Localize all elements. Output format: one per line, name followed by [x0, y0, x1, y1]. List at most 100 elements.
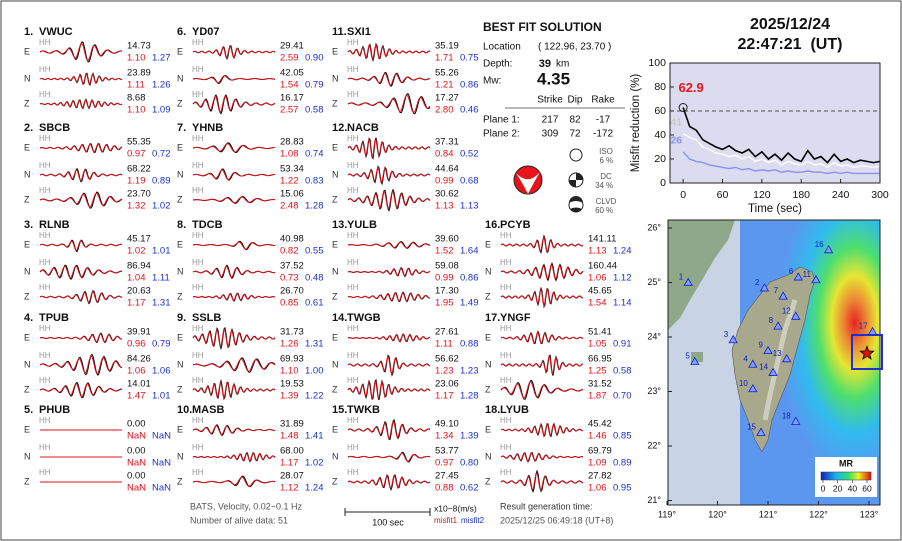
amplitude: 31.52 — [588, 379, 612, 390]
channel: HH — [39, 231, 51, 240]
misfit1: 1.39 — [280, 391, 299, 402]
station-label: 10 — [739, 379, 748, 388]
misfit1: 1.19 — [127, 176, 146, 187]
misfit1: NaN — [127, 431, 146, 442]
waveform-synthetic — [500, 381, 584, 399]
misfit2: 1.31 — [305, 339, 324, 350]
misfit1: NaN — [127, 458, 146, 469]
start-marker — [678, 103, 688, 113]
amplitude: 59.08 — [435, 261, 459, 272]
channel: HH — [192, 416, 204, 425]
waveform-synthetic — [500, 422, 584, 437]
misfit1: 0.82 — [280, 246, 299, 257]
event-date: 2025/12/24 — [750, 16, 830, 33]
waveform-synthetic — [39, 143, 123, 153]
annotation: 26 — [670, 135, 682, 147]
misfit1: 1.10 — [127, 105, 146, 116]
waveform-synthetic — [347, 355, 431, 375]
station: 17. YNGF E HH 51.411.05 0.91 N HH 66.951.25 0.58 Z… — [485, 312, 632, 402]
component: E — [24, 424, 30, 434]
misfit2: 1.26 — [152, 80, 171, 91]
misfit1: 1.87 — [588, 391, 607, 402]
lat-label: 25° — [647, 277, 661, 287]
station-marker — [811, 274, 821, 284]
station-number: 7. — [177, 122, 186, 134]
amplitude: 23.70 — [127, 189, 151, 200]
channel: HH — [500, 283, 512, 292]
misfit2: NaN — [152, 431, 171, 442]
component-value: 34 — [595, 181, 604, 190]
x-tick-label: 120 — [753, 189, 771, 201]
station-name: YD07 — [192, 26, 220, 38]
misfit1: 0.99 — [435, 273, 454, 284]
channel: HH — [39, 38, 51, 47]
waveform-synthetic — [347, 94, 431, 114]
misfit1: 1.06 — [588, 273, 607, 284]
station-marker — [763, 345, 773, 355]
depth-label: Depth: — [483, 59, 512, 70]
component: E — [485, 239, 491, 249]
station-number: 10. — [177, 404, 192, 416]
plane-value: 82 — [569, 115, 581, 126]
component: E — [177, 142, 183, 152]
waveform-synthetic — [347, 333, 431, 343]
waveform-synthetic — [347, 380, 431, 401]
amplitude: 68.00 — [280, 446, 304, 457]
mountain-range — [762, 299, 798, 421]
channel: HH — [192, 186, 204, 195]
component: N — [24, 359, 31, 369]
amplitude: 0.00 — [127, 419, 146, 430]
channel: HH — [39, 351, 51, 360]
component: N — [332, 451, 339, 461]
misfit2: 0.75 — [460, 53, 479, 64]
annotation: 41 — [670, 117, 682, 129]
amplitude: 31.73 — [280, 327, 304, 338]
station-name: SXI1 — [347, 26, 371, 38]
waveform-synthetic — [39, 192, 123, 208]
table-header: Rake — [591, 95, 615, 106]
misfit2: 0.58 — [305, 105, 324, 116]
misfit1: 1.11 — [127, 80, 145, 91]
channel: HH — [39, 186, 51, 195]
component: N — [332, 266, 339, 276]
station-number: 5. — [24, 404, 33, 416]
station: 14. TWGB E HH 27.611.11 0.88 N HH 56.621.23 1.23 Z… — [332, 312, 479, 402]
station-number: 8. — [177, 219, 186, 231]
colorbar-label: 0 — [821, 483, 826, 493]
result-time: 2025/12/25 06:49:18 (UT+8) — [500, 515, 613, 525]
component: N — [332, 359, 339, 369]
x-axis-label: Time (sec) — [748, 203, 802, 215]
waveform-synthetic — [347, 137, 431, 159]
misfit1: 0.88 — [435, 483, 454, 494]
component-unit: % — [606, 206, 613, 215]
misfit2: 1.01 — [152, 391, 171, 402]
misfit2: 1.31 — [152, 298, 171, 309]
channel: HH — [39, 468, 51, 477]
station-label: 14 — [759, 363, 768, 372]
station-label: 9 — [759, 341, 764, 350]
amplitude: 16.17 — [280, 93, 304, 104]
lon-label: 119° — [658, 509, 676, 519]
amplitude: 37.52 — [280, 261, 304, 272]
component: Z — [332, 194, 338, 204]
station-name: YULB — [347, 219, 377, 231]
component: Z — [485, 291, 491, 301]
station-number: 3. — [24, 219, 33, 231]
station-name: PCYB — [500, 219, 531, 231]
waveform-synthetic — [500, 354, 584, 374]
station-number: 11. — [332, 26, 347, 38]
channel: HH — [192, 443, 204, 452]
misfit2: 1.14 — [613, 298, 632, 309]
misfit2: 1.09 — [152, 105, 171, 116]
misfit1: NaN — [127, 483, 146, 494]
misfit2: 0.61 — [305, 298, 324, 309]
station-label: 18 — [782, 412, 791, 421]
alive-count: Number of alive data: 51 — [190, 515, 288, 525]
mainland — [668, 220, 735, 330]
misfit2: 0.72 — [152, 149, 171, 160]
station-label: 5 — [685, 352, 690, 361]
station-name: TWGB — [347, 312, 381, 324]
station-label: 6 — [789, 267, 794, 276]
amplitude: 51.41 — [588, 327, 612, 338]
